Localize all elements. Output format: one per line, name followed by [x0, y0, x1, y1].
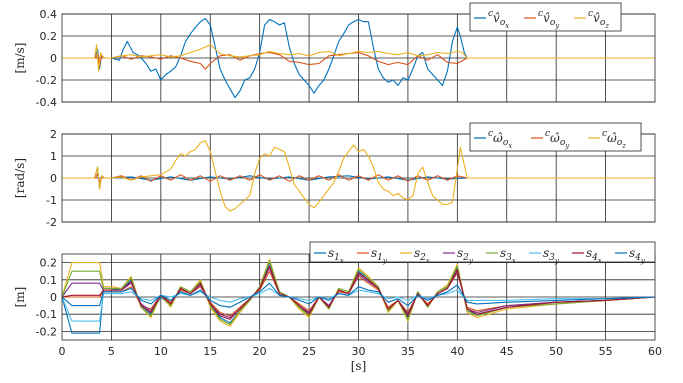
- legend-entry: s3x: [500, 246, 516, 265]
- x-tick-label: 50: [549, 345, 563, 358]
- legend: s1x s1y s2x s2y s3x s3y s4x s4y: [309, 241, 656, 265]
- y-axis-label: [rad/s]: [13, 158, 27, 198]
- axes-frame: [61, 133, 656, 223]
- series-line-5: [61, 260, 656, 326]
- x-tick-label: 55: [599, 345, 613, 358]
- y-tick-label: 0.1: [40, 274, 58, 287]
- y-tick-label: 0: [50, 172, 57, 185]
- legend-entry: s2x: [414, 246, 430, 265]
- x-tick-label: 60: [648, 345, 662, 358]
- x-tick-label: 20: [253, 345, 267, 358]
- legend-box: [309, 241, 656, 263]
- y-tick-label: 2: [50, 128, 57, 141]
- legend-entry: s1y: [371, 246, 388, 265]
- legend-entry: s4y: [629, 246, 646, 265]
- series-line-3: [61, 258, 656, 327]
- y-tick-label: -1: [46, 194, 57, 207]
- y-tick-label: 0.2: [40, 30, 58, 43]
- legend: cv̂ox cv̂oy cv̂oz: [469, 2, 622, 32]
- panel-3: -0.2 -0.1 0 0.1 0.2 [m] 0 5 10 15 20 25 30 35 40 45 50 55…: [13, 241, 662, 373]
- legend-entry: cω̂oz: [602, 129, 626, 150]
- legend-box: [469, 2, 622, 32]
- legend-entry: s4x: [586, 246, 602, 265]
- legend-box: [469, 122, 642, 152]
- y-tick-label: -0.1: [36, 308, 57, 321]
- y-tick-label: 1: [50, 150, 57, 163]
- x-tick-label: 35: [401, 345, 415, 358]
- y-tick-label: -0.4: [36, 96, 57, 109]
- legend: cω̂ox cω̂oy cω̂oz: [469, 122, 642, 152]
- series-line-6: [61, 287, 656, 322]
- x-tick-label: 0: [59, 345, 66, 358]
- y-axis-label: [m/s]: [13, 43, 27, 74]
- y-tick-label: 0.4: [40, 8, 58, 21]
- panel-1: -0.4 -0.2 0 0.2 0.4 [m/s] cv̂ox cv̂oy cv̂oz: [13, 2, 656, 109]
- legend-entry: s1x: [328, 246, 344, 265]
- y-tick-label: -2: [46, 216, 57, 229]
- axes-frame: [61, 13, 656, 103]
- y-tick-label: 0.2: [40, 257, 58, 270]
- legend-entry: cω̂ox: [488, 129, 512, 150]
- x-tick-label: 30: [352, 345, 366, 358]
- y-tick-label: -0.2: [36, 325, 57, 338]
- legend-entry: cω̂oy: [545, 129, 570, 150]
- x-tick-label: 45: [500, 345, 514, 358]
- panel-2: -2 -1 0 1 2 [rad/s] cω̂ox cω̂oy cω̂oz: [13, 122, 656, 229]
- series-line-3: [62, 140, 655, 212]
- x-tick-label: 10: [154, 345, 168, 358]
- legend-entry: s3y: [543, 246, 560, 265]
- y-tick-label: 0: [50, 52, 57, 65]
- series-line-7: [61, 265, 656, 320]
- legend-entry: cv̂oz: [588, 9, 609, 30]
- x-tick-label: 5: [108, 345, 115, 358]
- series-line-8: [61, 282, 656, 308]
- x-tick-label: 25: [302, 345, 316, 358]
- x-tick-label: 40: [450, 345, 464, 358]
- y-tick-label: -0.2: [36, 74, 57, 87]
- legend-entry: s2y: [457, 246, 474, 265]
- series-line-1: [62, 17, 655, 99]
- y-tick-label: 0: [50, 291, 57, 304]
- series-line-3: [62, 44, 655, 72]
- x-tick-label: 15: [203, 345, 217, 358]
- legend-entry: cv̂oy: [538, 9, 560, 30]
- y-axis-label: [m]: [13, 287, 27, 308]
- legend-entry: cv̂ox: [488, 9, 509, 30]
- x-axis-label: [s]: [351, 359, 367, 373]
